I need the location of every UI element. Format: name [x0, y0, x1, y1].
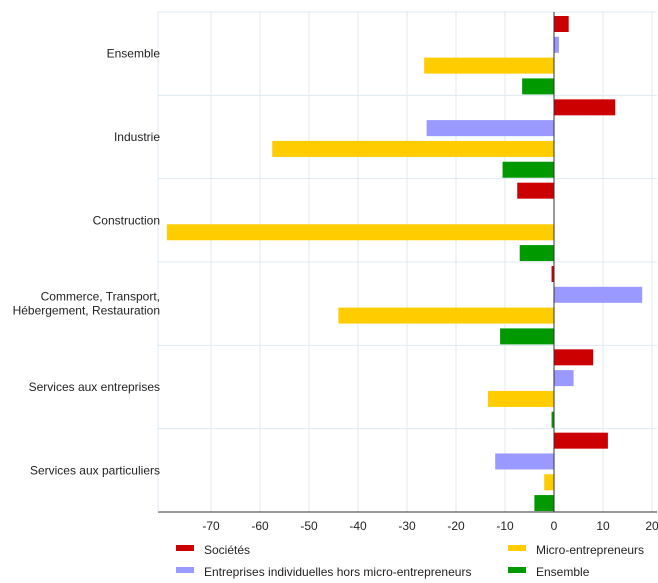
axes-group — [157, 12, 657, 513]
legend-swatch — [176, 567, 194, 573]
legend-label: Entreprises individuelles hors micro-ent… — [204, 565, 471, 579]
x-tick-labels: -70 -60 -50 -40 -30 -20 -10 0 10 20 — [202, 519, 658, 533]
bar-societes-commerce-transport-hebergement-restauration — [551, 266, 554, 282]
bars-group — [166, 16, 643, 512]
bar-micro-entrepreneurs-services-aux-entreprises — [487, 390, 554, 407]
grid-lines — [158, 11, 657, 513]
legend: Sociétés Entreprises individuelles hors m… — [176, 543, 644, 579]
legend-swatch — [176, 545, 194, 551]
bar-entreprises-individuelles-hors-micro-entrepreneurs-services-aux-particuliers — [495, 453, 554, 470]
legend-label: Ensemble — [536, 565, 590, 579]
legend-label: Sociétés — [204, 543, 250, 557]
category-label: Services aux particuliers — [30, 463, 160, 477]
x-tick-label: -70 — [202, 519, 220, 533]
x-tick-label: -20 — [447, 519, 465, 533]
bar-ensemble-construction — [519, 245, 554, 262]
bar-micro-entrepreneurs-commerce-transport-hebergement-restauration — [338, 307, 554, 324]
bar-ensemble-services-aux-entreprises — [551, 411, 554, 428]
x-tick-label: -60 — [251, 519, 269, 533]
bar-societes-construction — [517, 182, 554, 199]
bar-societes-services-aux-entreprises — [554, 349, 594, 366]
category-labels: Ensemble Industrie Construction Commerce, T… — [13, 47, 161, 478]
category-label: Hébergement, Restauration — [13, 304, 160, 318]
x-tick-label: -40 — [349, 519, 367, 533]
bar-micro-entrepreneurs-industrie — [272, 140, 554, 157]
x-tick-label: -30 — [398, 519, 416, 533]
bar-entreprises-individuelles-hors-micro-entrepreneurs-services-aux-entreprises — [554, 370, 574, 387]
bar-ensemble-industrie — [502, 161, 554, 178]
x-tick-label: -50 — [300, 519, 318, 533]
x-tick-label: 20 — [645, 519, 658, 533]
legend-label: Micro-entrepreneurs — [536, 543, 644, 557]
category-label: Commerce, Transport, — [41, 290, 160, 304]
x-tick-label: 0 — [551, 519, 558, 533]
category-label: Ensemble — [107, 47, 161, 61]
bar-micro-entrepreneurs-ensemble — [424, 57, 554, 74]
bar-micro-entrepreneurs-construction — [166, 224, 554, 241]
bar-ensemble-ensemble — [522, 78, 554, 95]
category-label: Construction — [93, 213, 160, 227]
category-label: Services aux entreprises — [29, 380, 160, 394]
bar-societes-ensemble — [554, 16, 569, 32]
bar-ensemble-services-aux-particuliers — [534, 495, 554, 512]
bar-ensemble-commerce-transport-hebergement-restauration — [500, 328, 554, 345]
legend-swatch — [508, 545, 526, 551]
x-tick-label: 10 — [596, 519, 610, 533]
bar-entreprises-individuelles-hors-micro-entrepreneurs-commerce-transport-hebergement-restauration — [554, 286, 643, 303]
legend-swatch — [508, 567, 526, 573]
category-label: Industrie — [114, 130, 160, 144]
bar-entreprises-individuelles-hors-micro-entrepreneurs-industrie — [426, 120, 554, 137]
bar-societes-industrie — [554, 99, 616, 116]
bar-micro-entrepreneurs-services-aux-particuliers — [544, 474, 554, 491]
bar-societes-services-aux-particuliers — [554, 432, 608, 449]
bar-entreprises-individuelles-hors-micro-entrepreneurs-ensemble — [554, 36, 559, 53]
x-tick-label: -10 — [496, 519, 514, 533]
